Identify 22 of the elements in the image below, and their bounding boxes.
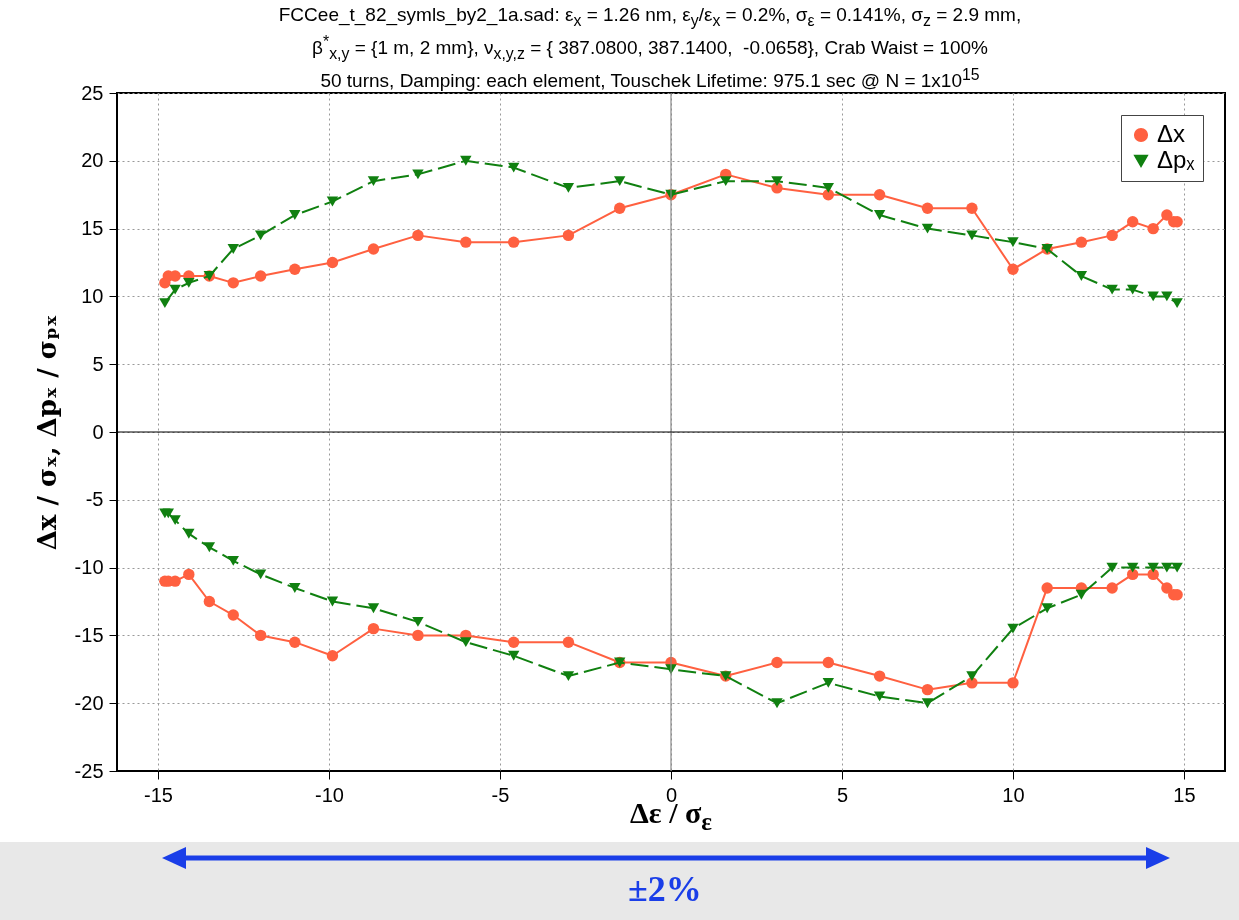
x-tick-label: -15 [144,783,173,806]
x-tick-label: -10 [315,783,344,806]
y-tick-label: 5 [92,352,104,375]
text: ±2% [627,868,703,910]
legend-label: Δx [1157,120,1186,147]
y-tick-label: 25 [81,81,104,104]
chart-title: FCCee_t_82_symls_by2_1a.sad: ε$_{x}$ = 1.26 nm, ε$_{y}$/ε$_{x}$ = 0.2%, σ$_{ε}$ = 0.141%, σ$_{z}$ = 2.9 mm, β$^{*}$$_{x,y}$ = {1 m, 2 mm}, ν$_{x,y,z}$ = { 387.0800, 387.1400, -0.0658}, Crab Waist = 100% 50 turns, Damping: each element, Touschek Lifetime: 975.1 sec @ N = 1x10$^{15}$ [278,4,1022,92]
y-tick-label: -20 [74,691,104,714]
x-tick-label: 10 [1002,783,1025,806]
y-tick-label: -15 [74,623,104,646]
y-tick-label: -25 [74,759,104,782]
y-axis-title: Δx / σₓ, Δpₓ / σₚₓ [31,314,62,551]
y-tick-label: 0 [92,420,104,443]
y-tick-label: -10 [74,556,104,579]
legend-label: Δpₓ [1157,146,1195,173]
y-tick-label: 10 [81,284,104,307]
y-tick-label: 15 [81,217,104,240]
y-tick-label: -5 [85,488,104,511]
y-tick-label: 20 [81,149,104,172]
x-tick-label: -5 [491,783,510,806]
x-tick-label: 5 [836,783,849,806]
x-tick-label: 15 [1173,783,1196,806]
